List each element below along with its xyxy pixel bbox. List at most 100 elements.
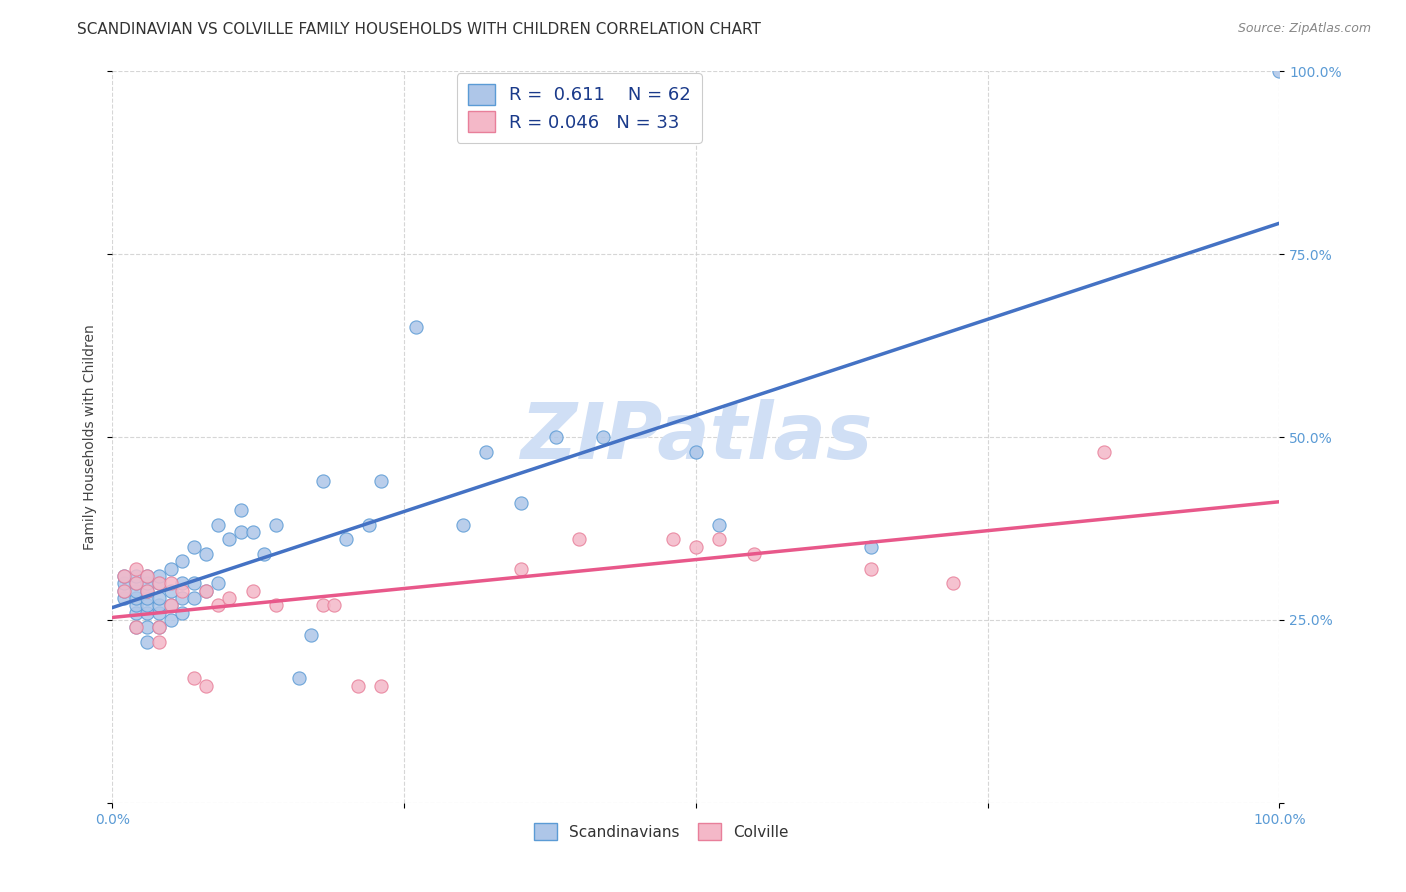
Point	[160, 613, 183, 627]
Point	[136, 569, 159, 583]
Point	[172, 583, 194, 598]
Point	[323, 599, 346, 613]
Point	[136, 583, 159, 598]
Point	[218, 591, 240, 605]
Point	[136, 583, 159, 598]
Point	[136, 620, 159, 634]
Text: Source: ZipAtlas.com: Source: ZipAtlas.com	[1237, 22, 1371, 36]
Text: ZIPatlas: ZIPatlas	[520, 399, 872, 475]
Point	[125, 562, 148, 576]
Point	[183, 576, 205, 591]
Point	[172, 554, 194, 568]
Point	[125, 599, 148, 613]
Point	[125, 569, 148, 583]
Point	[148, 576, 170, 591]
Point	[172, 576, 194, 591]
Point	[229, 525, 252, 540]
Point	[125, 576, 148, 591]
Point	[242, 583, 264, 598]
Point	[148, 576, 170, 591]
Point	[544, 430, 567, 444]
Point	[509, 562, 531, 576]
Point	[207, 599, 229, 613]
Point	[568, 533, 591, 547]
Point	[661, 533, 683, 547]
Point	[1094, 444, 1116, 458]
Point	[148, 606, 170, 620]
Point	[112, 583, 135, 598]
Point	[160, 583, 183, 598]
Point	[136, 606, 159, 620]
Point	[136, 599, 159, 613]
Point	[125, 576, 148, 591]
Point	[218, 533, 240, 547]
Point	[311, 474, 333, 488]
Point	[160, 562, 183, 576]
Point	[183, 672, 205, 686]
Point	[136, 576, 159, 591]
Point	[125, 583, 148, 598]
Point	[207, 576, 229, 591]
Point	[509, 496, 531, 510]
Point	[183, 540, 205, 554]
Point	[370, 679, 392, 693]
Y-axis label: Family Households with Children: Family Households with Children	[83, 324, 97, 550]
Point	[194, 583, 217, 598]
Point	[451, 517, 474, 532]
Point	[335, 533, 357, 547]
Point	[112, 591, 135, 605]
Point	[112, 583, 135, 598]
Point	[709, 533, 731, 547]
Point	[359, 517, 381, 532]
Point	[229, 503, 252, 517]
Point	[264, 517, 287, 532]
Point	[685, 444, 707, 458]
Point	[148, 620, 170, 634]
Point	[1268, 64, 1291, 78]
Point	[172, 591, 194, 605]
Point	[242, 525, 264, 540]
Point	[744, 547, 766, 561]
Point	[860, 540, 883, 554]
Point	[253, 547, 276, 561]
Point	[194, 547, 217, 561]
Point	[136, 635, 159, 649]
Point	[346, 679, 368, 693]
Point	[160, 576, 183, 591]
Text: SCANDINAVIAN VS COLVILLE FAMILY HOUSEHOLDS WITH CHILDREN CORRELATION CHART: SCANDINAVIAN VS COLVILLE FAMILY HOUSEHOL…	[77, 22, 761, 37]
Point	[136, 569, 159, 583]
Point	[942, 576, 965, 591]
Point	[860, 562, 883, 576]
Point	[160, 599, 183, 613]
Point	[148, 620, 170, 634]
Point	[125, 620, 148, 634]
Point	[160, 599, 183, 613]
Point	[405, 320, 427, 334]
Point	[288, 672, 311, 686]
Point	[592, 430, 614, 444]
Point	[172, 606, 194, 620]
Point	[709, 517, 731, 532]
Legend: Scandinavians, Colville: Scandinavians, Colville	[527, 816, 794, 847]
Point	[112, 569, 135, 583]
Point	[183, 591, 205, 605]
Point	[125, 591, 148, 605]
Point	[125, 606, 148, 620]
Point	[264, 599, 287, 613]
Point	[475, 444, 498, 458]
Point	[112, 576, 135, 591]
Point	[148, 591, 170, 605]
Point	[148, 599, 170, 613]
Point	[148, 569, 170, 583]
Point	[136, 591, 159, 605]
Point	[125, 620, 148, 634]
Point	[112, 569, 135, 583]
Point	[194, 583, 217, 598]
Point	[370, 474, 392, 488]
Point	[148, 635, 170, 649]
Point	[207, 517, 229, 532]
Point	[311, 599, 333, 613]
Point	[685, 540, 707, 554]
Point	[299, 627, 322, 641]
Point	[194, 679, 217, 693]
